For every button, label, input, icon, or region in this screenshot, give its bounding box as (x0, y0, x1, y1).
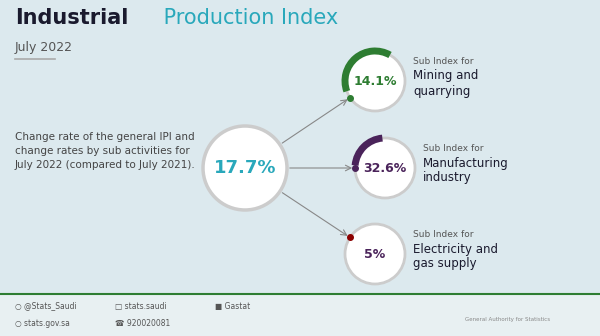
Text: 5%: 5% (364, 248, 386, 260)
Text: Mining and: Mining and (413, 70, 478, 83)
Text: ○ @Stats_Saudi: ○ @Stats_Saudi (15, 301, 77, 310)
Text: ☎ 920020081: ☎ 920020081 (115, 319, 170, 328)
Text: July 2022: July 2022 (15, 41, 73, 54)
Circle shape (345, 51, 405, 111)
Text: quarrying: quarrying (413, 84, 470, 97)
Text: ○ stats.gov.sa: ○ stats.gov.sa (15, 319, 70, 328)
Circle shape (345, 224, 405, 284)
Text: Industrial: Industrial (15, 8, 128, 28)
Text: gas supply: gas supply (413, 257, 476, 270)
Text: 14.1%: 14.1% (353, 75, 397, 87)
Text: Production Index: Production Index (157, 8, 338, 28)
Text: General Authority for Statistics: General Authority for Statistics (465, 317, 550, 322)
Text: Manufacturing: Manufacturing (423, 157, 509, 169)
Circle shape (355, 138, 415, 198)
Circle shape (203, 126, 287, 210)
Text: Sub Index for: Sub Index for (423, 144, 484, 153)
Text: industry: industry (423, 171, 472, 184)
Text: Change rate of the general IPI and
change rates by sub activities for
July 2022 : Change rate of the general IPI and chang… (15, 132, 196, 170)
Text: 17.7%: 17.7% (214, 159, 276, 177)
Text: □ stats.saudi: □ stats.saudi (115, 301, 167, 310)
Text: ■ Gastat: ■ Gastat (215, 301, 250, 310)
Text: Electricity and: Electricity and (413, 243, 498, 255)
Text: 32.6%: 32.6% (364, 162, 407, 174)
Text: Sub Index for: Sub Index for (413, 230, 473, 239)
Bar (0, 294, 600, 336)
Text: Sub Index for: Sub Index for (413, 57, 473, 66)
